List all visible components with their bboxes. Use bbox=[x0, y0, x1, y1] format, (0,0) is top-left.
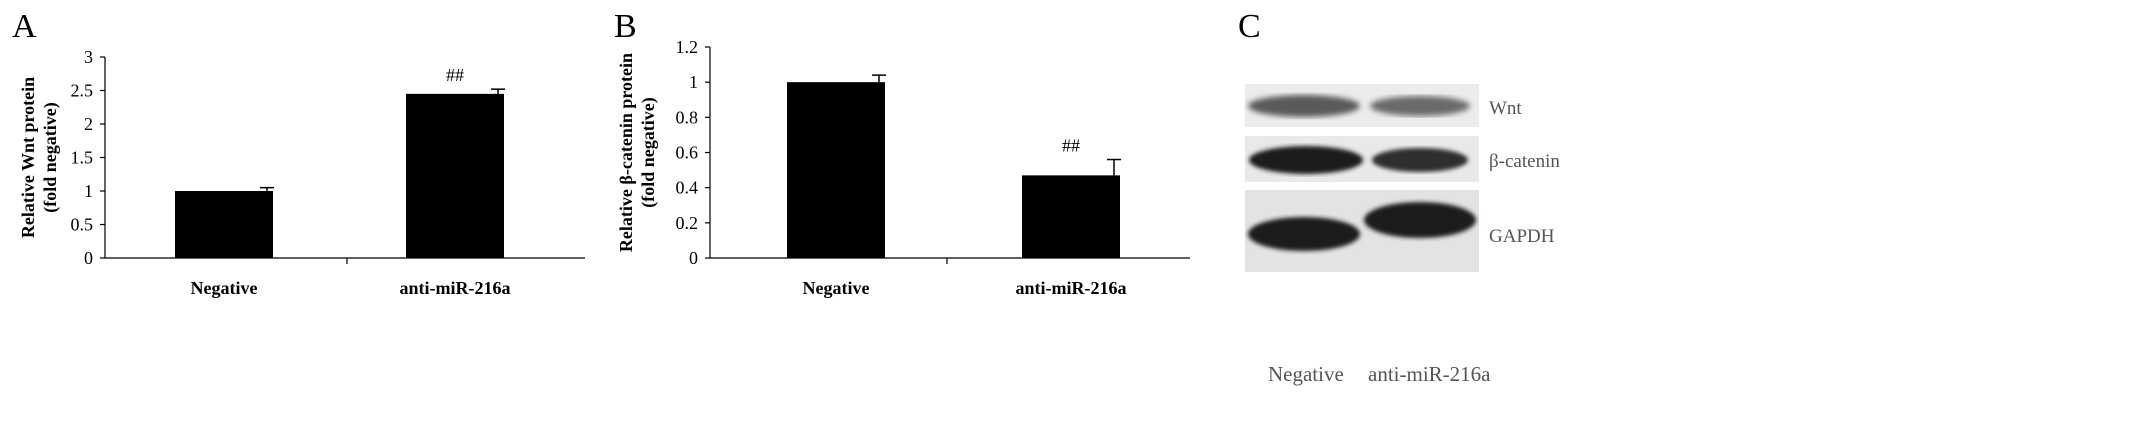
band-gapdh-anti bbox=[1364, 202, 1476, 238]
blot-label-wnt: Wnt bbox=[1489, 98, 1522, 119]
chart-a: 0 0.5 1 1.5 2 2.5 3 Negative ## anti-miR-216a Rela… bbox=[18, 47, 585, 298]
significance-mark: ## bbox=[1062, 136, 1080, 156]
y-tick-label: 0.6 bbox=[676, 143, 699, 163]
significance-mark: ## bbox=[446, 65, 464, 85]
y-tick-label: 0 bbox=[84, 248, 93, 268]
y-tick-label: 0 bbox=[689, 248, 698, 268]
y-tick-label: 2.5 bbox=[71, 81, 94, 101]
panel-letter-b: B bbox=[614, 8, 637, 45]
y-axis-label: (fold negative) bbox=[638, 97, 659, 207]
y-tick-label: 0.2 bbox=[676, 213, 699, 233]
bar bbox=[175, 191, 273, 258]
lane-label-negative: Negative bbox=[1268, 362, 1344, 386]
bar bbox=[787, 82, 885, 259]
lane-label-anti: anti-miR-216a bbox=[1368, 362, 1491, 386]
y-tick-label: 0.5 bbox=[71, 215, 94, 235]
band-wnt-negative bbox=[1248, 95, 1360, 117]
blot-label-bcatenin: β-catenin bbox=[1489, 151, 1560, 172]
y-tick-label: 1 bbox=[689, 72, 698, 92]
y-tick-label: 3 bbox=[84, 47, 93, 67]
category-label: anti-miR-216a bbox=[400, 278, 511, 298]
band-wnt-anti bbox=[1370, 96, 1470, 116]
y-tick-label: 1.2 bbox=[676, 37, 699, 57]
y-tick-label: 1.5 bbox=[71, 148, 94, 168]
category-label: Negative bbox=[191, 278, 258, 298]
bar bbox=[1022, 175, 1120, 258]
category-label: Negative bbox=[803, 278, 870, 298]
blot-label-gapdh: GAPDH bbox=[1489, 226, 1555, 247]
band-bcatenin-negative bbox=[1249, 146, 1363, 174]
y-axis-label: Relative Wnt protein bbox=[18, 77, 38, 238]
chart-b: 0 0.2 0.4 0.6 0.8 1 1.2 Negative ## anti-miR-216a… bbox=[616, 37, 1190, 298]
y-tick-label: 0.8 bbox=[676, 107, 699, 127]
y-axis-label: (fold negative) bbox=[40, 102, 61, 212]
y-tick-label: 1 bbox=[84, 181, 93, 201]
y-tick-label: 2 bbox=[84, 114, 93, 134]
western-blot bbox=[1245, 84, 1479, 272]
y-tick-label: 0.4 bbox=[676, 178, 699, 198]
bar bbox=[406, 93, 504, 258]
band-bcatenin-anti bbox=[1372, 148, 1468, 172]
y-axis-label: Relative β-catenin protein bbox=[616, 53, 636, 252]
panel-letter-a: A bbox=[12, 8, 37, 45]
category-label: anti-miR-216a bbox=[1016, 278, 1127, 298]
panel-letter-c: C bbox=[1238, 8, 1261, 45]
band-gapdh-negative bbox=[1248, 217, 1360, 251]
